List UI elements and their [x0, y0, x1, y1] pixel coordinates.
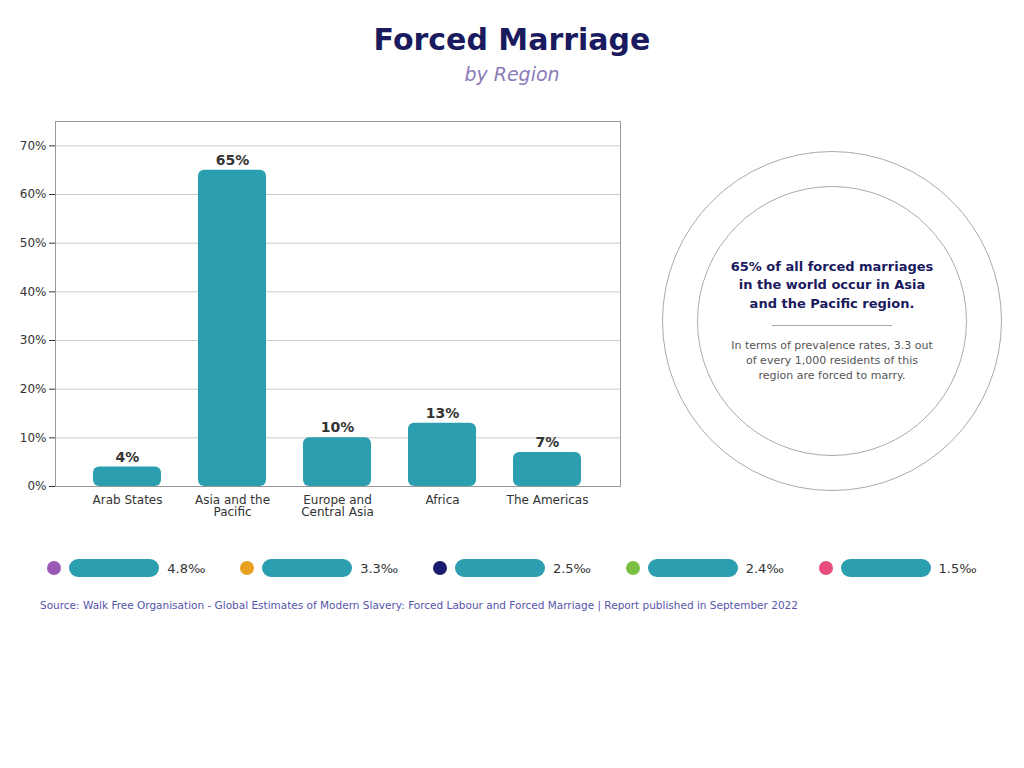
svg-text:20%: 20% — [20, 382, 47, 396]
svg-text:13%: 13% — [426, 405, 460, 421]
html-text:65% of all forced marriages in: 65% of all forced marriages in the world… — [730, 259, 934, 311]
svg-text:70%: 70% — [20, 139, 47, 153]
html-text:2.4‰: 2.4‰ — [745, 560, 784, 576]
svg-text:Asia and thePacific: Asia and thePacific — [195, 493, 270, 519]
svg-text:Arab States: Arab States — [93, 493, 163, 507]
svg-text:10%: 10% — [20, 431, 47, 445]
html-text:2.5‰: 2.5‰ — [552, 560, 591, 576]
html-text:4.8‰: 4.8‰ — [167, 560, 206, 576]
html-text:Source: Walk Free Organisation: Source: Walk Free Organisation - Global … — [40, 599, 798, 611]
svg-text:40%: 40% — [20, 285, 47, 299]
svg-text:60%: 60% — [20, 187, 47, 201]
svg-text:Africa: Africa — [425, 493, 459, 507]
svg-text:0%: 0% — [27, 479, 46, 493]
html-text:by Region: by Region — [464, 63, 560, 85]
svg-text:65%: 65% — [216, 152, 250, 168]
html-text:1.5‰: 1.5‰ — [938, 560, 977, 576]
svg-text:10%: 10% — [321, 419, 355, 435]
svg-text:Europe andCentral Asia: Europe andCentral Asia — [301, 493, 374, 519]
html-text:Forced Marriage: Forced Marriage — [373, 22, 651, 57]
svg-text:30%: 30% — [20, 333, 47, 347]
svg-text:The Americas: The Americas — [506, 493, 589, 507]
svg-text:4%: 4% — [116, 449, 140, 465]
svg-text:50%: 50% — [20, 236, 47, 250]
html-text:3.3‰: 3.3‰ — [360, 560, 399, 576]
html-text:In terms of prevalence rates,: In terms of prevalence rates, 3.3 out of… — [731, 338, 933, 383]
svg-text:7%: 7% — [536, 434, 560, 450]
